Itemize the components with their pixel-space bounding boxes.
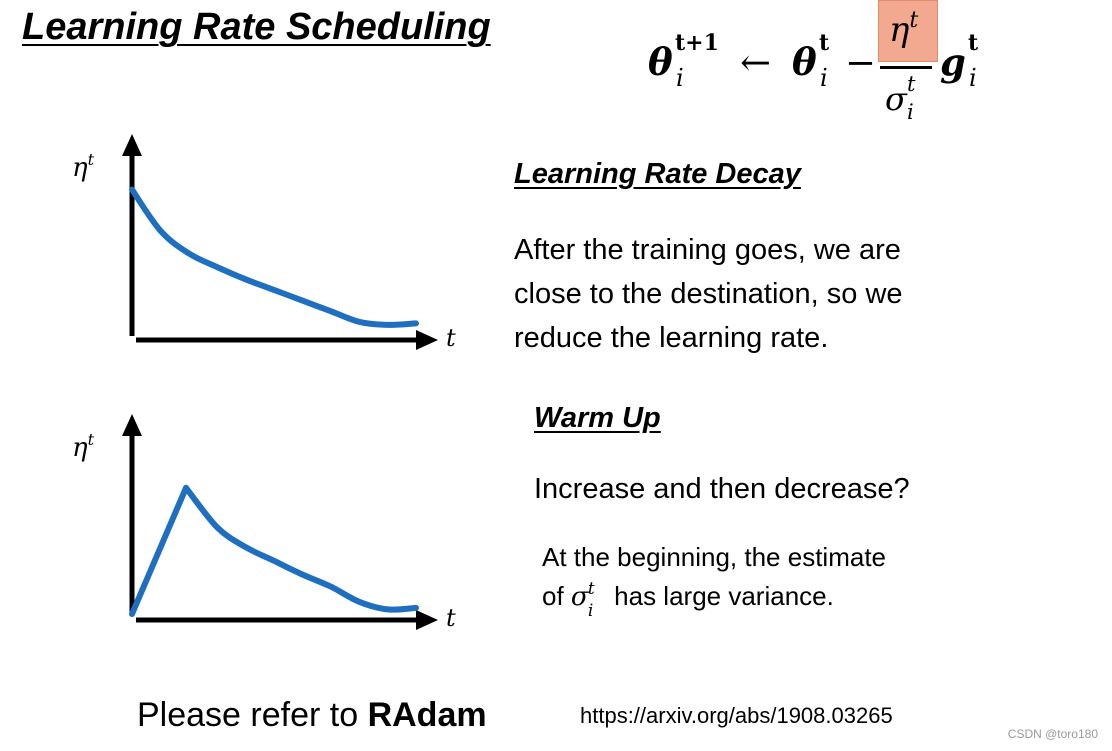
decay-x-label: t: [446, 324, 456, 352]
warmup-question: Increase and then decrease?: [534, 473, 910, 505]
decay-line-1: After the training goes, we are: [514, 234, 901, 266]
formula-denominator-sup: t: [907, 72, 916, 96]
watermark: CSDN @toro180: [1007, 727, 1098, 741]
decay-curve: [129, 186, 419, 328]
formula-gradient: g t i: [940, 32, 978, 90]
formula-g-sub: i: [969, 64, 977, 92]
warmup-note-line-1: At the beginning, the estimate: [542, 542, 887, 572]
decay-line-2: close to the destination, so we: [514, 278, 903, 310]
refer-text: Please refer to RAdam: [137, 696, 487, 735]
formula-theta-sub: i: [820, 64, 828, 92]
refer-radam: RAdam: [367, 696, 487, 734]
warmup-chart: ηt t: [72, 414, 456, 632]
warmup-x-arrow-icon: [416, 610, 438, 630]
formula-lhs-sup: t+1: [675, 30, 719, 56]
warmup-y-label: ηt: [72, 430, 95, 463]
formula-arrow: ←: [740, 41, 772, 84]
warmup-note-prefix: of: [542, 581, 564, 611]
decay-y-arrow-icon: [122, 134, 142, 156]
refer-prefix: Please refer to: [137, 696, 359, 734]
formula-numerator-symbol: η: [889, 10, 910, 50]
formula-g-sup: t: [968, 30, 979, 56]
formula-theta-symbol: θ: [792, 40, 817, 84]
formula-theta-sup: t: [819, 30, 830, 56]
decay-heading: Learning Rate Decay: [514, 158, 801, 190]
slide-title: Learning Rate Scheduling: [22, 6, 491, 48]
decay-x-arrow-icon: [416, 330, 438, 350]
decay-line-3: reduce the learning rate.: [514, 322, 829, 354]
paper-url[interactable]: https://arxiv.org/abs/1908.03265: [580, 703, 893, 728]
decay-y-label: ηt: [72, 150, 95, 183]
formula-minus: −: [845, 41, 877, 84]
formula-numerator-sup: t: [909, 8, 919, 33]
warmup-y-arrow-icon: [122, 414, 142, 436]
decay-description: After the training goes, we are close to…: [514, 228, 903, 360]
formula-theta: θ t i: [792, 32, 829, 90]
formula-denominator-symbol: σ: [885, 80, 907, 118]
formula-lhs: θ t+1 i: [648, 32, 719, 90]
formula-numerator: ηt: [889, 8, 918, 50]
fraction-line: [880, 66, 932, 69]
eta-highlight-box: [878, 0, 938, 62]
warmup-curve: [129, 484, 419, 617]
formula-lhs-sub: i: [676, 64, 684, 92]
formula-g-symbol: g: [940, 40, 966, 84]
formula-lhs-symbol: θ: [648, 40, 673, 84]
decay-chart: ηt t: [72, 134, 456, 352]
warmup-x-label: t: [446, 604, 456, 632]
warmup-note-suffix: has large variance.: [614, 581, 834, 611]
formula-denominator-sub: i: [907, 100, 914, 124]
warmup-heading: Warm Up: [534, 402, 661, 434]
